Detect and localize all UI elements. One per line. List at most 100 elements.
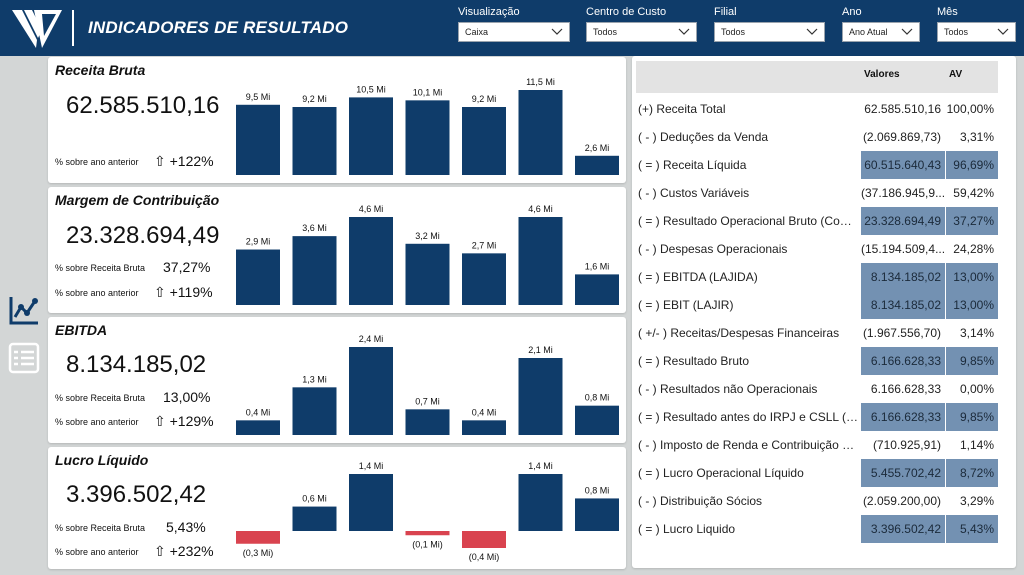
- card-row-value: ⇧ +232%: [154, 543, 214, 559]
- table-row[interactable]: (+) Receita Total 62.585.510,16 100,00%: [632, 95, 1016, 123]
- row-label: ( = ) Receita Líquida: [638, 158, 747, 172]
- chart-bar[interactable]: [349, 217, 393, 305]
- margem-contribuicao-chart: 2,9 Mi 3,6 Mi 4,6 Mi 3,2 Mi 2,7 Mi 4,6 Mi 1,6 …: [236, 204, 619, 305]
- card-value: 62.585.510,16: [66, 92, 220, 119]
- dre-table: Valores AV (+) Receita Total 62.585.510,1…: [632, 56, 1016, 568]
- chart-bar[interactable]: [518, 358, 563, 435]
- table-row[interactable]: ( = ) Receita Líquida 60.515.640,43 96,69%: [632, 151, 1016, 179]
- row-value: 5.455.702,42: [861, 459, 945, 487]
- row-av: 3,31%: [959, 130, 994, 144]
- filter-visualizacao: Visualização Caixa: [458, 6, 570, 42]
- table-row[interactable]: ( +/- ) Receitas/Despesas Financeiras (1.…: [632, 319, 1016, 347]
- card-row-value: ⇧ +122%: [154, 153, 214, 169]
- table-row[interactable]: ( - ) Imposto de Renda e Contribuição S.…: [632, 431, 1016, 459]
- chart-bar[interactable]: [292, 387, 337, 435]
- row-value: 6.166.628,33: [861, 403, 945, 431]
- chart-bar[interactable]: [349, 474, 393, 531]
- list-icon[interactable]: [8, 342, 40, 374]
- chart-bar[interactable]: [518, 90, 563, 175]
- table-row[interactable]: ( - ) Deduções da Venda (2.069.869,73) 3,3…: [632, 123, 1016, 151]
- column-header-av[interactable]: AV: [949, 69, 963, 80]
- table-row[interactable]: ( = ) Lucro Liquido 3.396.502,42 5,43%: [632, 515, 1016, 543]
- bar-data-label: 0,7 Mi: [415, 396, 440, 406]
- table-header: [636, 61, 998, 93]
- bar-data-label: (0,1 Mi): [412, 539, 443, 549]
- table-row[interactable]: ( = ) Resultado Operacional Bruto (Cont.…: [632, 207, 1016, 235]
- row-label: ( - ) Distribuição Sócios: [638, 494, 763, 508]
- row-label: (+) Receita Total: [638, 102, 726, 116]
- chart-bar[interactable]: [236, 104, 280, 175]
- chart-bar[interactable]: [405, 409, 450, 435]
- bar-data-label: 2,7 Mi: [472, 240, 497, 250]
- chart-bar[interactable]: [575, 274, 619, 305]
- chart-bar[interactable]: [292, 107, 337, 175]
- table-row[interactable]: ( = ) EBITDA (LAJIDA) 8.134.185,02 13,00%: [632, 263, 1016, 291]
- row-label: ( +/- ) Receitas/Despesas Financeiras: [638, 326, 840, 340]
- chart-bar[interactable]: [462, 107, 506, 175]
- chevron-down-icon: [997, 28, 1009, 35]
- card-row-label: % sobre Receita Bruta: [55, 263, 146, 273]
- top-header: INDICADORES DE RESULTADO Visualização Ca…: [0, 0, 1024, 56]
- bar-data-label: 1,3 Mi: [302, 374, 327, 384]
- kpi-card-lucro-liquido: Lucro Líquido 3.396.502,42 % sobre Recei…: [48, 447, 626, 569]
- card-row-value: 5,43%: [166, 519, 206, 535]
- row-value: 23.328.694,49: [861, 207, 945, 235]
- table-row[interactable]: ( - ) Resultados não Operacionais 6.166.6…: [632, 375, 1016, 403]
- chart-bar[interactable]: [405, 243, 450, 305]
- line-chart-icon[interactable]: [8, 294, 40, 326]
- dropdown-value: Todos: [721, 27, 746, 37]
- chart-bar[interactable]: [349, 347, 393, 435]
- filial-dropdown[interactable]: Todos: [714, 22, 825, 42]
- chart-bar[interactable]: [462, 531, 506, 548]
- bar-data-label: 2,4 Mi: [359, 334, 384, 344]
- chart-bar[interactable]: [236, 249, 280, 305]
- chart-bar[interactable]: [575, 155, 619, 175]
- visualizacao-dropdown[interactable]: Caixa: [458, 22, 570, 42]
- chart-bar[interactable]: [349, 97, 393, 175]
- card-title: Receita Bruta: [55, 62, 146, 78]
- bar-data-label: 2,1 Mi: [528, 345, 553, 355]
- column-header-valores[interactable]: Valores: [864, 69, 900, 80]
- row-av: 0,00%: [959, 382, 994, 396]
- row-av: 100,00%: [946, 102, 994, 116]
- mes-dropdown[interactable]: Todos: [937, 22, 1016, 42]
- centro-de-custo-dropdown[interactable]: Todos: [586, 22, 697, 42]
- chart-bar[interactable]: [236, 420, 280, 435]
- row-value: 6.166.628,33: [870, 382, 941, 396]
- bar-data-label: 9,5 Mi: [246, 92, 271, 102]
- ano-dropdown[interactable]: Ano Atual: [842, 22, 920, 42]
- table-row[interactable]: ( - ) Custos Variáveis (37.186.945,9... 59…: [632, 179, 1016, 207]
- bar-data-label: 10,5 Mi: [356, 84, 386, 94]
- table-row[interactable]: ( = ) Resultado Bruto 6.166.628,33 9,85%: [632, 347, 1016, 375]
- chart-bar[interactable]: [292, 236, 337, 305]
- table-row[interactable]: ( - ) Despesas Operacionais (15.194.509,4…: [632, 235, 1016, 263]
- bar-data-label: 4,6 Mi: [359, 204, 384, 214]
- row-value: 6.166.628,33: [861, 347, 945, 375]
- chart-bar[interactable]: [236, 531, 280, 544]
- table-row[interactable]: ( = ) EBIT (LAJIR) 8.134.185,02 13,00%: [632, 291, 1016, 319]
- chart-bar[interactable]: [518, 217, 563, 305]
- filter-label: Ano: [842, 6, 862, 18]
- row-av: 96,69%: [946, 151, 998, 179]
- row-av: 24,28%: [953, 242, 994, 256]
- chart-bar[interactable]: [518, 474, 563, 531]
- chart-bar[interactable]: [292, 506, 337, 531]
- chart-bar[interactable]: [462, 420, 506, 435]
- table-row[interactable]: ( - ) Distribuição Sócios (2.059.200,00) 3…: [632, 487, 1016, 515]
- row-value: (37.186.945,9...: [861, 186, 945, 200]
- row-label: ( = ) EBITDA (LAJIDA): [638, 270, 758, 284]
- bar-data-label: 9,2 Mi: [302, 94, 327, 104]
- table-row[interactable]: ( = ) Lucro Operacional Líquido 5.455.702…: [632, 459, 1016, 487]
- chart-bar[interactable]: [405, 531, 450, 536]
- table-row[interactable]: ( = ) Resultado antes do IRPJ e CSLL (LA…: [632, 403, 1016, 431]
- filter-mes: Mês Todos: [937, 6, 1016, 42]
- row-value: (2.069.869,73): [862, 130, 941, 144]
- chart-bar[interactable]: [462, 253, 506, 305]
- row-label: ( - ) Deduções da Venda: [638, 130, 769, 144]
- bar-data-label: 0,4 Mi: [472, 407, 497, 417]
- row-av: 1,14%: [959, 438, 994, 452]
- chart-bar[interactable]: [575, 405, 619, 435]
- chart-bar[interactable]: [575, 498, 619, 531]
- bar-data-label: 1,4 Mi: [359, 461, 384, 471]
- chart-bar[interactable]: [405, 100, 450, 175]
